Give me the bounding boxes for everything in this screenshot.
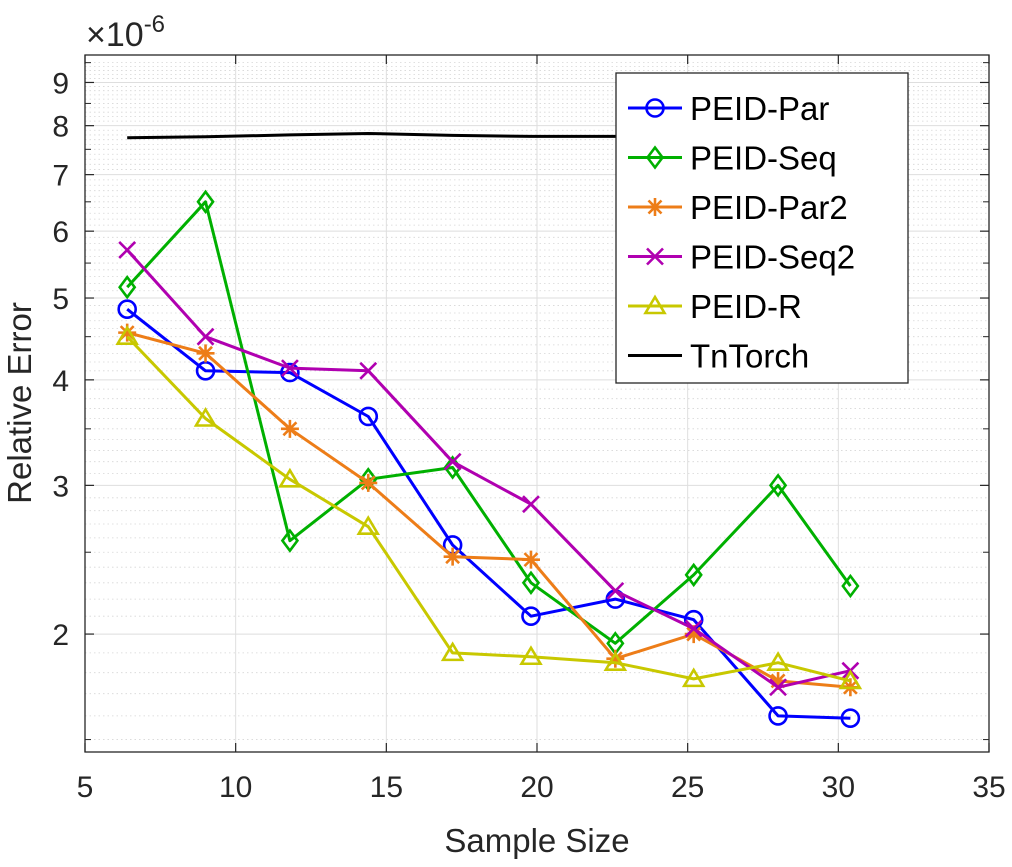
x-tick-label: 20: [520, 771, 553, 804]
legend-marker: [645, 145, 665, 170]
data-point: [118, 275, 137, 300]
y-multiplier: ×10-6: [86, 11, 165, 54]
data-point: [684, 625, 703, 644]
y-tick-label: 7: [52, 160, 69, 193]
data-point: [359, 473, 378, 492]
legend-label: PEID-R: [690, 288, 802, 325]
data-point: [443, 547, 462, 566]
data-point: [115, 325, 139, 345]
x-tick-label: 25: [671, 771, 704, 804]
data-point: [841, 573, 860, 599]
legend: PEID-Par PEID-Seq PEID-Par2 PEID-Seq2 PEID-R…: [615, 72, 909, 384]
x-tick-label: 15: [370, 771, 403, 804]
legend-marker: [646, 198, 664, 216]
data-point: [522, 495, 540, 514]
legend-entry: PEID-Seq2: [628, 239, 855, 276]
y-tick-labels: 2 3 4 5 6 7 8 9: [52, 67, 69, 652]
data-point: [681, 667, 706, 688]
data-point: [196, 189, 215, 214]
series-line: [126, 200, 852, 645]
legend-entry: PEID-Par2: [628, 189, 848, 226]
data-point: [118, 323, 137, 342]
y-tick-label: 8: [52, 111, 69, 144]
data-point: [768, 473, 788, 498]
data-point: [684, 619, 703, 638]
data-point: [840, 708, 861, 728]
data-point: [193, 406, 218, 427]
series-line: [126, 335, 851, 683]
data-point: [280, 419, 299, 438]
series-line: [126, 248, 851, 689]
series-peid-seq2: [118, 241, 860, 697]
series-line: [127, 132, 721, 140]
data-point: [521, 606, 541, 626]
legend-label: PEID-Seq: [690, 140, 837, 177]
data-point: [118, 241, 137, 259]
x-tick-labels: 5 10 15 20 25 30 35: [77, 771, 1006, 804]
x-axis-title: Sample Size: [444, 822, 629, 859]
y-tick-label: 6: [52, 216, 69, 249]
data-point: [606, 649, 625, 668]
legend-box: [615, 72, 909, 384]
data-point: [684, 562, 703, 588]
legend-marker: [643, 294, 667, 315]
data-point: [519, 645, 543, 666]
legend-entry: PEID-Seq: [628, 140, 837, 177]
data-point: [358, 406, 379, 427]
data-point: [769, 678, 787, 697]
legend-label: TnTorch: [690, 338, 809, 375]
data-point: [356, 515, 381, 536]
y-multiplier-exponent: -6: [144, 11, 165, 38]
data-point: [606, 581, 625, 600]
legend-entry: PEID-Par: [628, 90, 829, 127]
y-tick-label: 9: [52, 67, 69, 100]
data-point: [196, 327, 215, 346]
data-point: [196, 344, 215, 363]
data-point: [769, 671, 788, 690]
y-tick-label: 2: [52, 619, 69, 652]
y-axis-title: Relative Error: [1, 302, 38, 504]
y-tick-label: 4: [52, 365, 69, 398]
data-point: [440, 641, 465, 662]
data-point: [838, 669, 863, 690]
x-tick-label: 30: [822, 771, 855, 804]
data-point: [521, 550, 540, 569]
data-point: [766, 651, 790, 671]
y-tick-label: 5: [52, 283, 69, 316]
data-point: [603, 651, 628, 671]
x-tick-label: 5: [77, 771, 94, 804]
legend-label: PEID-Par: [690, 90, 829, 127]
legend-label: PEID-Seq2: [690, 239, 855, 276]
data-point: [359, 361, 378, 380]
data-point: [443, 452, 462, 471]
data-point: [280, 362, 300, 383]
series-peid-r: [115, 325, 863, 690]
data-point: [768, 706, 788, 726]
legend-entry: TnTorch: [628, 338, 809, 375]
legend-label: PEID-Par2: [690, 189, 848, 226]
series-peid-seq: [118, 189, 860, 656]
legend-marker: [645, 98, 665, 118]
data-point: [278, 467, 302, 488]
series-tntorch: [127, 132, 721, 140]
legend-entry: PEID-R: [628, 288, 802, 325]
data-point: [117, 299, 137, 320]
data-point: [280, 528, 300, 553]
x-tick-label: 10: [219, 771, 252, 804]
x-tick-label: 35: [972, 771, 1005, 804]
data-point: [280, 359, 299, 378]
y-tick-label: 3: [52, 470, 69, 503]
axis-ticks: [84, 55, 990, 752]
series-layer: [115, 132, 863, 728]
data-point: [521, 570, 541, 595]
legend-marker: [646, 247, 664, 266]
